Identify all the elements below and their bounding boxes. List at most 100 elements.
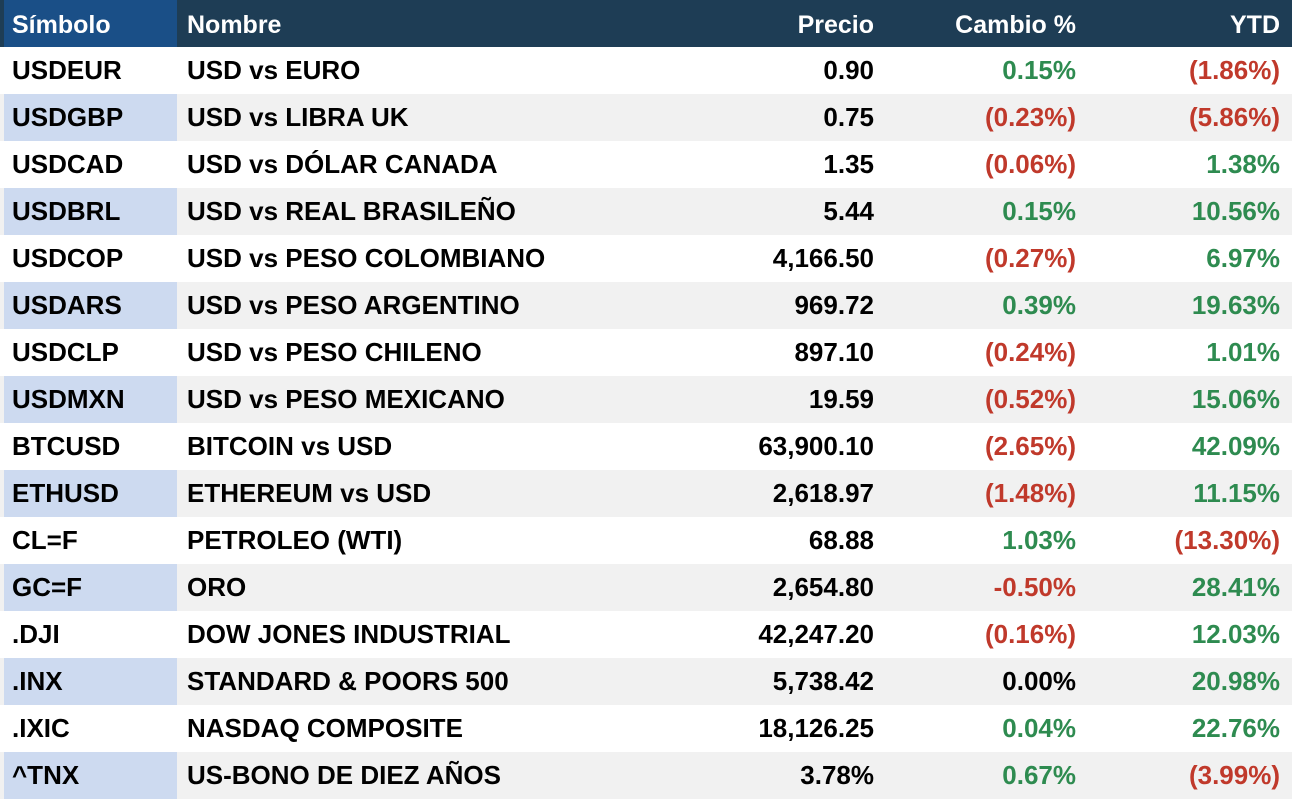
price-cell: 0.90 bbox=[823, 55, 874, 85]
table-row[interactable]: USDCLP USD vs PESO CHILENO 897.10 (0.24%) 1.… bbox=[0, 329, 1292, 376]
header-ytd[interactable]: YTD bbox=[1230, 11, 1280, 39]
ytd-cell: (13.30%) bbox=[1174, 525, 1281, 555]
symbol-cell-bg bbox=[4, 752, 177, 799]
symbol-cell: CL=F bbox=[12, 525, 78, 555]
name-cell: ORO bbox=[187, 572, 247, 602]
table-row[interactable]: CL=F PETROLEO (WTI) 68.88 1.03% (13.30%) bbox=[0, 517, 1292, 564]
symbol-cell: USDARS bbox=[12, 290, 122, 320]
table-row[interactable]: USDEUR USD vs EURO 0.90 0.15% (1.86%) bbox=[0, 47, 1292, 94]
table-body: USDEUR USD vs EURO 0.90 0.15% (1.86%) USDGBP U… bbox=[0, 47, 1292, 799]
change-cell: (0.06%) bbox=[984, 149, 1076, 179]
ytd-cell: 11.15% bbox=[1193, 478, 1280, 508]
change-cell: (0.27%) bbox=[984, 243, 1076, 273]
change-cell: (0.52%) bbox=[984, 384, 1076, 414]
ytd-cell: 28.41% bbox=[1191, 572, 1280, 602]
price-cell: 18,126.25 bbox=[758, 713, 874, 743]
name-cell: USD vs LIBRA UK bbox=[187, 102, 409, 132]
table-row[interactable]: USDCAD USD vs DÓLAR CANADA 1.35 (0.06%) 1.38… bbox=[0, 141, 1292, 188]
price-cell: 5,738.42 bbox=[772, 666, 874, 696]
table-row[interactable]: USDCOP USD vs PESO COLOMBIANO 4,166.50 (0.2… bbox=[0, 235, 1292, 282]
symbol-cell: ETHUSD bbox=[12, 478, 119, 508]
header-price[interactable]: Precio bbox=[797, 11, 874, 39]
symbol-cell-bg bbox=[4, 658, 177, 705]
price-cell: 5.44 bbox=[823, 196, 874, 226]
header-name[interactable]: Nombre bbox=[187, 11, 282, 39]
table-row[interactable]: .IXIC NASDAQ COMPOSITE 18,126.25 0.04% 22.76… bbox=[0, 705, 1292, 752]
name-cell: USD vs REAL BRASILEÑO bbox=[187, 196, 516, 226]
symbol-cell: USDMXN bbox=[12, 384, 125, 414]
ytd-cell: 20.98% bbox=[1191, 666, 1280, 696]
table-row[interactable]: BTCUSD BITCOIN vs USD 63,900.10 (2.65%) 42.0… bbox=[0, 423, 1292, 470]
change-cell: 1.03% bbox=[1002, 525, 1076, 555]
change-cell: 0.15% bbox=[1002, 55, 1076, 85]
ytd-cell: 1.38% bbox=[1206, 149, 1280, 179]
name-cell: ETHEREUM vs USD bbox=[187, 478, 432, 508]
table-row[interactable]: .INX STANDARD & POORS 500 5,738.42 0.00% 20.… bbox=[0, 658, 1292, 705]
symbol-cell: USDBRL bbox=[12, 196, 121, 226]
change-cell: (0.16%) bbox=[984, 619, 1076, 649]
table-row[interactable]: USDARS USD vs PESO ARGENTINO 969.72 0.39% 19… bbox=[0, 282, 1292, 329]
symbol-cell-bg bbox=[4, 470, 177, 517]
price-cell: 0.75 bbox=[823, 102, 874, 132]
header-change[interactable]: Cambio % bbox=[955, 11, 1076, 39]
symbol-cell: GC=F bbox=[12, 572, 83, 602]
name-cell: USD vs PESO CHILENO bbox=[187, 337, 482, 367]
change-cell: -0.50% bbox=[993, 572, 1076, 602]
change-cell: 0.00% bbox=[1002, 666, 1076, 696]
name-cell: USD vs PESO ARGENTINO bbox=[187, 290, 520, 320]
price-cell: 63,900.10 bbox=[758, 431, 874, 461]
price-cell: 1.35 bbox=[823, 149, 874, 179]
price-cell: 19.59 bbox=[808, 384, 874, 414]
change-cell: 0.39% bbox=[1002, 290, 1076, 320]
price-cell: 2,618.97 bbox=[772, 478, 874, 508]
change-cell: (2.65%) bbox=[984, 431, 1076, 461]
name-cell: USD vs PESO MEXICANO bbox=[187, 384, 505, 414]
ytd-cell: 15.06% bbox=[1191, 384, 1280, 414]
symbol-cell: USDCLP bbox=[12, 337, 119, 367]
price-cell: 2,654.80 bbox=[772, 572, 874, 602]
change-cell: (0.23%) bbox=[984, 102, 1076, 132]
symbol-cell: USDEUR bbox=[12, 55, 122, 85]
symbol-cell-bg bbox=[4, 282, 177, 329]
table-row[interactable]: USDBRL USD vs REAL BRASILEÑO 5.44 0.15% 10.5… bbox=[0, 188, 1292, 235]
ytd-cell: 22.76% bbox=[1191, 713, 1280, 743]
price-cell: 969.72 bbox=[794, 290, 874, 320]
symbol-cell: USDCOP bbox=[12, 243, 124, 273]
ytd-cell: 10.56% bbox=[1191, 196, 1280, 226]
name-cell: STANDARD & POORS 500 bbox=[187, 666, 509, 696]
table-row[interactable]: USDMXN USD vs PESO MEXICANO 19.59 (0.52%) 15… bbox=[0, 376, 1292, 423]
symbol-cell-bg bbox=[4, 188, 177, 235]
header-symbol[interactable]: Símbolo bbox=[12, 11, 111, 39]
change-cell: 0.67% bbox=[1002, 760, 1076, 790]
ytd-cell: 12.03% bbox=[1191, 619, 1280, 649]
symbol-cell: ^TNX bbox=[12, 760, 80, 790]
name-cell: NASDAQ COMPOSITE bbox=[187, 713, 463, 743]
price-cell: 4,166.50 bbox=[772, 243, 874, 273]
ytd-cell: (1.86%) bbox=[1188, 55, 1280, 85]
name-cell: DOW JONES INDUSTRIAL bbox=[187, 619, 511, 649]
symbol-cell-bg bbox=[4, 376, 177, 423]
ytd-cell: 19.63% bbox=[1191, 290, 1280, 320]
ytd-cell: 6.97% bbox=[1206, 243, 1280, 273]
name-cell: USD vs PESO COLOMBIANO bbox=[187, 243, 546, 273]
table-row[interactable]: ETHUSD ETHEREUM vs USD 2,618.97 (1.48%) 11.1… bbox=[0, 470, 1292, 517]
ytd-cell: 1.01% bbox=[1206, 337, 1280, 367]
table-row[interactable]: GC=F ORO 2,654.80 -0.50% 28.41% bbox=[0, 564, 1292, 611]
table-row[interactable]: .DJI DOW JONES INDUSTRIAL 42,247.20 (0.16%)… bbox=[0, 611, 1292, 658]
change-cell: (0.24%) bbox=[984, 337, 1076, 367]
table-row[interactable]: USDGBP USD vs LIBRA UK 0.75 (0.23%) (5.86%) bbox=[0, 94, 1292, 141]
symbol-cell-bg bbox=[4, 564, 177, 611]
price-cell: 42,247.20 bbox=[758, 619, 874, 649]
price-cell: 68.88 bbox=[808, 525, 874, 555]
symbol-cell: BTCUSD bbox=[12, 431, 121, 461]
name-cell: PETROLEO (WTI) bbox=[187, 525, 403, 555]
change-cell: 0.15% bbox=[1002, 196, 1076, 226]
name-cell: US-BONO DE DIEZ AÑOS bbox=[187, 760, 501, 790]
symbol-cell: USDCAD bbox=[12, 149, 124, 179]
table-row[interactable]: ^TNX US-BONO DE DIEZ AÑOS 3.78% 0.67% (3.99%… bbox=[0, 752, 1292, 799]
ytd-cell: (3.99%) bbox=[1188, 760, 1280, 790]
table-header: Símbolo Nombre Precio Cambio % YTD bbox=[0, 0, 1292, 47]
symbol-cell: .IXIC bbox=[12, 713, 70, 743]
price-cell: 897.10 bbox=[794, 337, 874, 367]
